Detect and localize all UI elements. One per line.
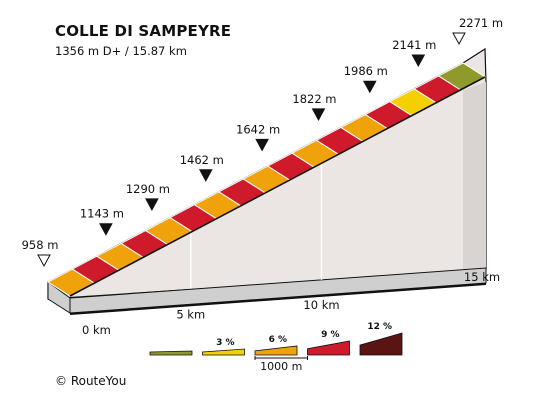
legend-swatch	[149, 350, 193, 356]
legend-swatch	[359, 332, 403, 356]
elevation-marker-icon	[145, 198, 159, 211]
chart-title: COLLE DI SAMPEYRE	[55, 22, 232, 40]
scale-label: 1000 m	[260, 360, 302, 373]
chart-subtitle: 1356 m D+ / 15.87 km	[55, 44, 187, 58]
elevation-marker-icon	[362, 80, 377, 94]
elevation-marker-icon	[452, 32, 466, 46]
copyright-footer: © RouteYou	[55, 374, 127, 388]
elevation-label: 958 m	[22, 238, 59, 252]
distance-label: 0 km	[82, 323, 111, 337]
profile-side-shade	[463, 82, 486, 276]
elevation-marker-icon	[311, 108, 326, 121]
elevation-marker-icon	[411, 54, 426, 68]
elevation-label: 2271 m	[459, 16, 503, 30]
distance-label: 10 km	[303, 298, 339, 312]
elevation-label: 1462 m	[180, 153, 224, 167]
elevation-marker-icon	[255, 138, 269, 152]
legend-swatch	[254, 345, 298, 356]
elevation-label: 1822 m	[292, 92, 336, 106]
legend-swatch	[307, 340, 350, 356]
elevation-label: 1986 m	[344, 64, 388, 78]
elevation-label: 1642 m	[236, 122, 280, 136]
gradient-ribbon	[47, 62, 486, 297]
legend-label: 6 %	[269, 335, 287, 345]
elevation-label: 1143 m	[80, 207, 124, 221]
legend: 3 % 6 % 9 % 12 % 1000 m	[149, 322, 403, 373]
elevation-label: 1290 m	[126, 182, 170, 196]
elevation-label: 2141 m	[392, 38, 436, 52]
profile-top-edge	[69, 76, 486, 297]
distance-label: 15 km	[464, 270, 500, 284]
elevation-marker-icon	[99, 223, 113, 236]
legend-label: 3 %	[216, 338, 234, 348]
legend-label: 12 %	[367, 322, 392, 332]
base-front-face	[69, 267, 487, 314]
distance-axis: 0 km 5 km 10 km 15 km	[82, 270, 500, 337]
legend-label: 9 %	[321, 330, 339, 340]
legend-swatch	[202, 348, 245, 356]
elevation-marker-icon	[198, 169, 213, 182]
elevation-marker-icon	[37, 254, 51, 268]
base-bottom-edge	[69, 283, 487, 315]
distance-label: 5 km	[176, 307, 205, 321]
